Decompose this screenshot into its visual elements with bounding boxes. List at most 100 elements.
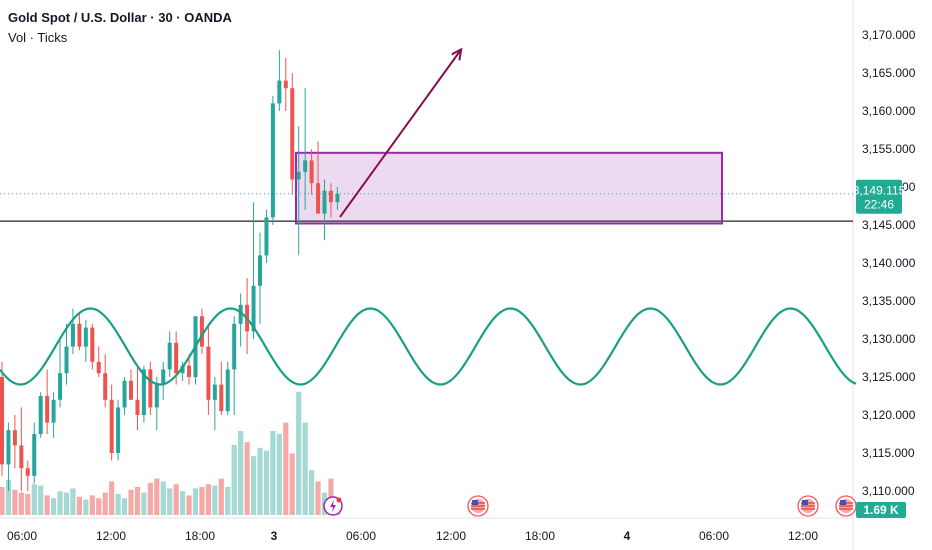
supply-demand-zone[interactable] [295, 151, 723, 225]
price-tick-label: 3,170.000 [862, 28, 916, 42]
time-tick-label: 3 [271, 529, 278, 543]
us-flag-icon[interactable] [797, 495, 819, 517]
price-tick-label: 3,115.000 [862, 446, 915, 460]
candle-body [258, 255, 262, 286]
time-tick-label: 18:00 [525, 529, 555, 543]
candle-body [25, 468, 30, 476]
candle-body [70, 323, 75, 347]
candle-body [199, 316, 204, 347]
candle-countdown-label: 22:46 [864, 198, 894, 212]
price-axis[interactable]: 3,110.000 3,115.000 3,120.000 3,125.000 3,13… [862, 28, 916, 498]
price-tick-label: 3,120.000 [862, 408, 916, 422]
candle-body [64, 346, 69, 374]
price-tick-label: 3,160.000 [862, 104, 916, 118]
candle-body [148, 369, 153, 408]
candle-body [264, 217, 269, 256]
time-tick-label: 12:00 [788, 529, 818, 543]
volume-bar [0, 487, 5, 515]
candle-body [251, 285, 256, 332]
volume-bar [134, 487, 141, 515]
flag-canton [802, 500, 808, 505]
volume-bar [192, 488, 199, 515]
price-tick-label: 3,155.000 [862, 142, 916, 156]
volume-bar [102, 492, 108, 515]
candle-body [187, 365, 192, 377]
volume-bar [147, 482, 153, 515]
volume-bar [276, 433, 282, 515]
candle-body [122, 380, 127, 408]
candle-body [309, 160, 314, 184]
candle-body [116, 407, 121, 453]
volume-bar [25, 494, 31, 515]
candle-body [141, 369, 146, 415]
zone-rectangle[interactable] [295, 151, 723, 225]
event-icons[interactable] [323, 495, 857, 517]
trend-arrow[interactable] [339, 51, 460, 218]
time-tick-label: 06:00 [699, 529, 729, 543]
volume-bar [270, 431, 276, 515]
volume-bar [167, 488, 173, 515]
candle-body [135, 399, 140, 415]
candle-body [322, 190, 327, 214]
candle-body [161, 369, 166, 385]
volume-bar [231, 445, 237, 515]
volume-bar [186, 495, 192, 515]
us-flag-icon[interactable] [835, 495, 857, 517]
volume-bar [302, 422, 308, 515]
candle-body [283, 80, 288, 89]
volume-bar [51, 498, 57, 515]
candle-body [96, 361, 101, 374]
candle-body [212, 384, 217, 400]
price-tick-label: 3,125.000 [862, 370, 916, 384]
volume-bar [205, 484, 211, 515]
volume-bar [244, 442, 250, 515]
volume-bar [89, 495, 95, 515]
support-line[interactable] [0, 193, 853, 222]
candle-body [174, 342, 179, 374]
volume-bar [250, 456, 257, 515]
volume-bar [128, 489, 134, 515]
candle-body [77, 323, 82, 347]
volume-bar [38, 485, 44, 515]
trend-arrow-line[interactable] [339, 51, 460, 218]
lightning-icon[interactable] [323, 496, 343, 516]
time-tick-label: 4 [624, 529, 631, 543]
time-tick-label: 06:00 [7, 529, 37, 543]
candle-body [180, 365, 185, 374]
volume-bar [289, 453, 295, 515]
volume-bar [31, 484, 37, 515]
candlesticks [0, 50, 340, 491]
candle-body [296, 171, 301, 180]
candle-body [90, 327, 95, 362]
last-price-label: 3,149.115 [853, 184, 906, 198]
volume-bar [5, 480, 12, 515]
volume-bar [44, 495, 50, 515]
candle-body [58, 373, 63, 400]
price-tick-label: 3,135.000 [862, 294, 916, 308]
symbol-title[interactable]: Gold Spot / U.S. Dollar · 30 · OANDA [8, 10, 232, 25]
candle-body [109, 399, 114, 453]
volume-bars [0, 391, 340, 515]
volume-bar [57, 491, 63, 515]
flag-canton [472, 500, 478, 505]
candle-body [328, 190, 333, 203]
candle-body [129, 380, 133, 400]
volume-bar [212, 485, 218, 515]
sine-wave-drawing[interactable] [0, 307, 857, 386]
time-axis[interactable]: 06:00 12:00 18:00 3 06:00 12:00 18:00 4 06:00 12:… [7, 529, 818, 543]
candle-body [167, 342, 172, 370]
candle-body [6, 430, 11, 465]
sine-wave[interactable] [0, 307, 857, 386]
candle-body [225, 369, 230, 412]
volume-bar [160, 481, 166, 515]
volume-bar [121, 498, 128, 515]
volume-bar [238, 431, 244, 515]
volume-legend[interactable]: Vol · Ticks [8, 30, 68, 45]
candle-body [0, 377, 4, 465]
price-badge [856, 179, 902, 214]
candle-body [277, 80, 282, 104]
volume-bar [18, 492, 24, 515]
candle-body [290, 88, 295, 180]
us-flag-icon[interactable] [467, 495, 489, 517]
